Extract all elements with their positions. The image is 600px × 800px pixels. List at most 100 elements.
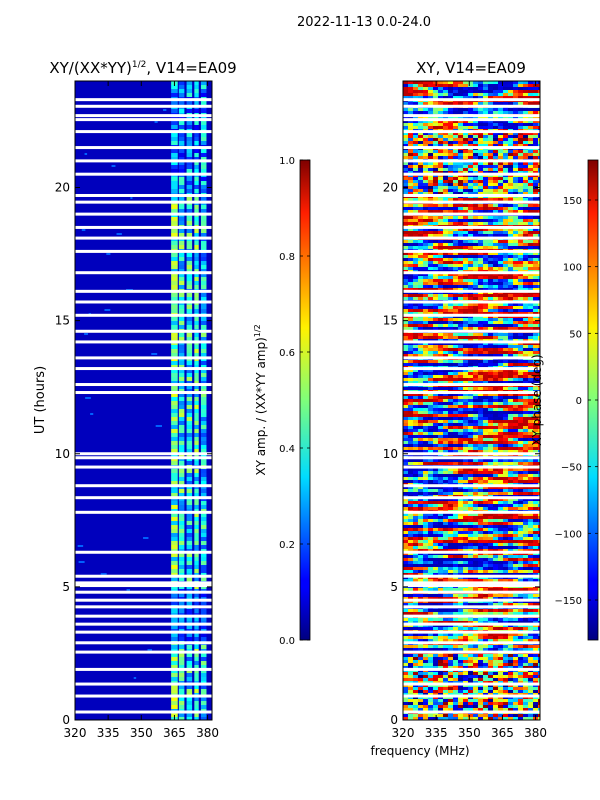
phase-cell	[498, 486, 503, 489]
amp-cell	[194, 297, 199, 301]
phase-cell	[488, 369, 493, 372]
phase-cell	[408, 141, 413, 144]
amp-cell	[77, 545, 84, 547]
phase-cell	[488, 252, 493, 255]
phase-cell	[418, 507, 423, 510]
phase-cell	[448, 474, 453, 477]
phase-cell	[448, 462, 453, 465]
phase-cell	[473, 132, 478, 135]
phase-cell	[518, 273, 523, 276]
phase-cell	[483, 513, 488, 516]
phase-cell	[463, 423, 468, 426]
phase-cell	[523, 333, 528, 336]
amp-cell	[178, 433, 185, 437]
phase-cell	[488, 396, 493, 399]
phase-cell	[493, 276, 498, 279]
phase-cell	[528, 303, 533, 306]
phase-cell	[518, 87, 523, 90]
phase-cell	[403, 324, 408, 327]
phase-cell	[453, 432, 458, 435]
phase-cell	[533, 123, 538, 126]
phase-cell	[423, 492, 428, 495]
phase-cell	[423, 165, 428, 168]
phase-cell	[478, 294, 483, 297]
phase-cell	[493, 204, 498, 207]
amp-cell	[171, 109, 178, 113]
phase-cell	[418, 486, 423, 489]
phase-cell	[538, 90, 540, 93]
phase-cell	[438, 135, 443, 138]
phase-cell	[448, 492, 453, 495]
amp-cell	[194, 273, 199, 277]
phase-cell	[513, 186, 518, 189]
phase-cell	[438, 261, 443, 264]
phase-cell	[448, 336, 453, 339]
phase-cell	[428, 81, 433, 84]
phase-cell	[478, 507, 483, 510]
phase-cell	[528, 132, 533, 135]
phase-cell	[488, 378, 493, 381]
phase-cell	[493, 342, 498, 345]
phase-cell	[483, 177, 488, 180]
amp-cell	[200, 353, 207, 357]
phase-cell	[473, 198, 478, 201]
phase-cell	[518, 447, 523, 450]
phase-cell	[488, 267, 493, 270]
phase-cell	[518, 276, 523, 279]
phase-cell	[423, 402, 428, 405]
phase-cell	[428, 177, 433, 180]
amp-cell	[186, 469, 193, 473]
amp-y-axis-label: UT (hours)	[33, 366, 48, 434]
amp-cell	[194, 593, 199, 597]
phase-cell	[428, 462, 433, 465]
phase-cell	[498, 243, 503, 246]
phase-cell	[458, 324, 463, 327]
phase-cell	[493, 306, 498, 309]
phase-cell	[418, 150, 423, 153]
phase-cell	[428, 102, 433, 105]
phase-cell	[493, 471, 498, 474]
phase-cell	[518, 93, 523, 96]
phase-cell	[438, 165, 443, 168]
phase-cell	[443, 228, 448, 231]
phase-cell	[403, 417, 408, 420]
phase-cell	[488, 321, 493, 324]
phase-cell	[443, 96, 448, 99]
amp-cell	[194, 189, 199, 193]
phase-cell	[488, 333, 493, 336]
phase-cell	[428, 231, 433, 234]
phase-cell	[513, 306, 518, 309]
amp-cell	[186, 685, 193, 689]
phase-cell	[468, 327, 473, 330]
phase-cell	[508, 210, 513, 213]
phase-cell	[418, 432, 423, 435]
phase-cell	[403, 489, 408, 492]
phase-cell	[483, 279, 488, 282]
phase-cell	[513, 387, 518, 390]
amp-cell	[171, 273, 178, 277]
amp-cell	[178, 241, 185, 245]
phase-cell	[403, 486, 408, 489]
phase-cell	[523, 312, 528, 315]
phase-cell	[513, 87, 518, 90]
phase-cell	[518, 81, 523, 84]
phase-cell	[503, 216, 508, 219]
phase-cell	[488, 111, 493, 114]
phase-cell	[458, 279, 463, 282]
amp-cell	[178, 665, 185, 669]
amp-cell	[200, 337, 207, 341]
amp-cell	[186, 689, 193, 693]
phase-cell	[468, 405, 473, 408]
phase-cell	[523, 156, 528, 159]
phase-cell	[438, 423, 443, 426]
phase-cell	[433, 321, 438, 324]
phase-cell	[418, 459, 423, 462]
amp-cell	[155, 425, 162, 427]
phase-cell	[418, 396, 423, 399]
amp-cell	[178, 181, 185, 185]
phase-cell	[498, 408, 503, 411]
phase-cell	[528, 486, 533, 489]
phase-cell	[413, 489, 418, 492]
phase-cell	[523, 111, 528, 114]
phase-cell	[523, 405, 528, 408]
